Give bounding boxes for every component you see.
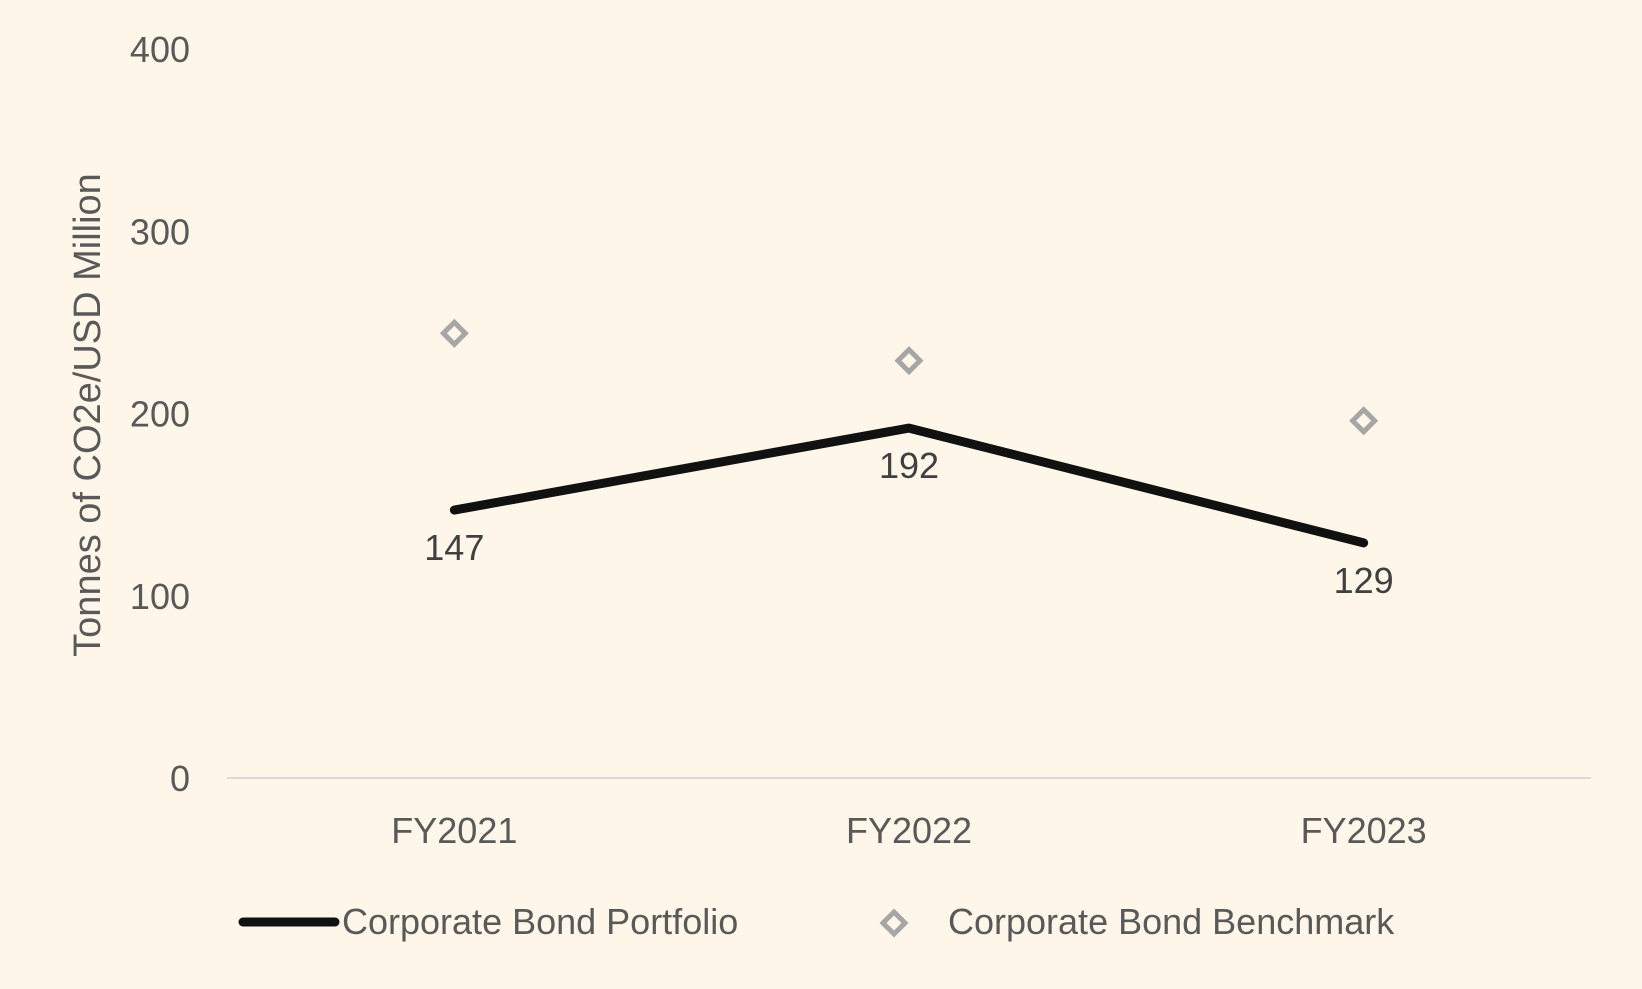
x-axis-ticks: FY2021 FY2022 FY2023 [391, 810, 1426, 851]
x-tick-label: FY2021 [391, 810, 517, 851]
data-label: 147 [424, 527, 484, 568]
benchmark-marker [439, 318, 469, 348]
benchmark-marker [1349, 406, 1379, 436]
legend-benchmark-label: Corporate Bond Benchmark [948, 901, 1395, 942]
series-benchmark [439, 318, 1379, 436]
y-axis-title: Tonnes of CO2e/USD Million [67, 173, 109, 657]
series-portfolio [449, 423, 1369, 548]
data-label: 192 [879, 445, 939, 486]
portfolio-line [449, 423, 1369, 548]
legend-portfolio-label: Corporate Bond Portfolio [342, 901, 738, 942]
benchmark-marker [894, 346, 924, 376]
x-tick-label: FY2023 [1301, 810, 1427, 851]
legend-benchmark-swatch [879, 908, 909, 938]
y-axis-ticks: 0 100 200 300 400 [130, 29, 190, 799]
y-tick-label: 300 [130, 211, 190, 252]
legend: Corporate Bond Portfolio Corporate Bond … [238, 901, 1395, 942]
x-tick-label: FY2022 [846, 810, 972, 851]
data-label: 129 [1334, 560, 1394, 601]
y-tick-label: 400 [130, 29, 190, 70]
y-tick-label: 100 [130, 576, 190, 617]
y-tick-label: 200 [130, 394, 190, 435]
data-labels: 147 192 129 [424, 445, 1393, 601]
y-tick-label: 0 [170, 758, 190, 799]
